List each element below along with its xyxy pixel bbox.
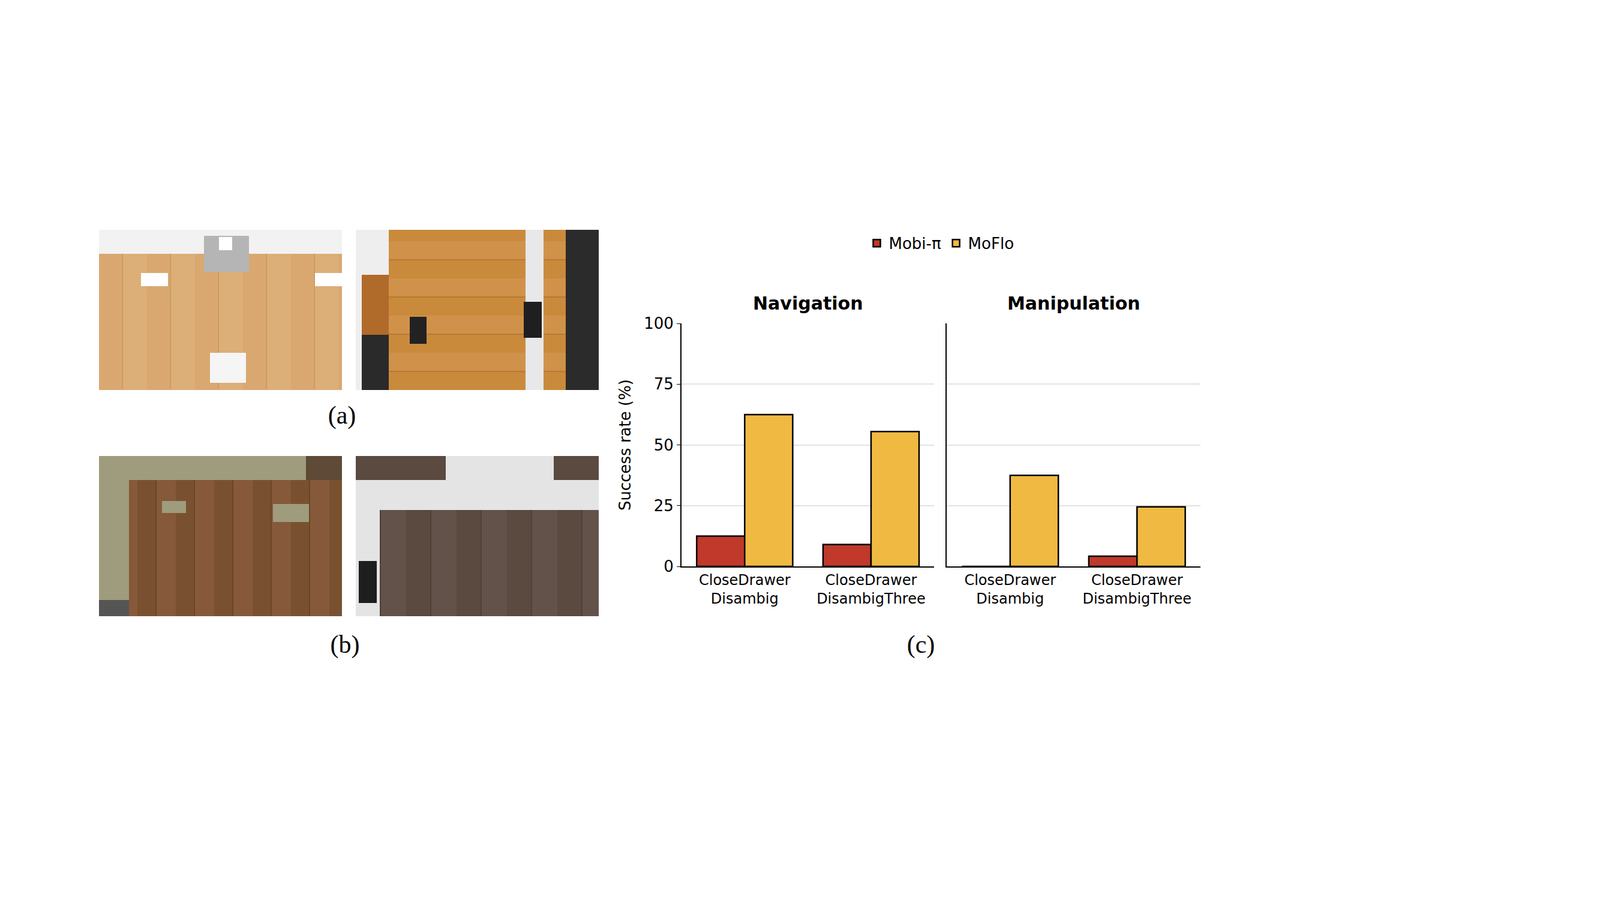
svg-text:75: 75 [653, 374, 674, 393]
html-text:(a): (a) [327, 401, 356, 429]
svg-text:CloseDrawerDisambig: CloseDrawerDisambig [964, 571, 1056, 608]
svg-text:CloseDrawerDisambigThree: CloseDrawerDisambigThree [816, 571, 926, 608]
svg-text:Mobi-π: Mobi-π [889, 234, 942, 253]
svg-text:100: 100 [643, 314, 674, 333]
html-text:(c): (c) [906, 630, 935, 659]
svg-text:Manipulation: Manipulation [1007, 292, 1141, 314]
svg-text:MoFlo: MoFlo [968, 234, 1014, 253]
svg-text:CloseDrawerDisambigThree: CloseDrawerDisambigThree [1082, 571, 1192, 608]
svg-text:Navigation: Navigation [752, 292, 864, 314]
html-text:(b): (b) [330, 630, 360, 659]
svg-text:0: 0 [663, 557, 674, 576]
svg-text:50: 50 [653, 436, 674, 455]
svg-text:Success rate (%): Success rate (%) [616, 379, 635, 511]
svg-text:25: 25 [653, 496, 674, 515]
svg-text:CloseDrawerDisambig: CloseDrawerDisambig [698, 571, 791, 608]
